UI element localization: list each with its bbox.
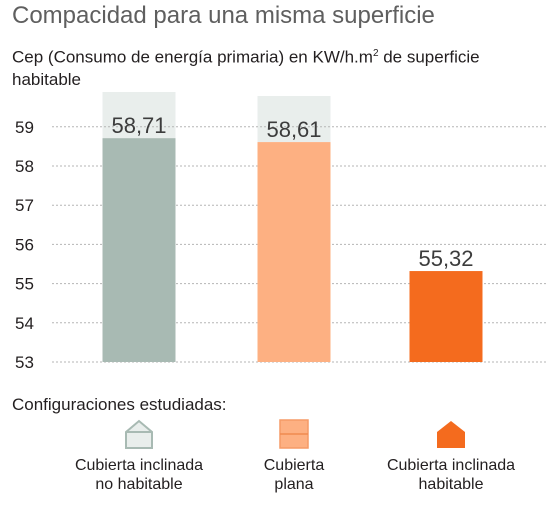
bar-chart: 53 54 55 56 57 58 59 58,71 58,61 55,32 [15,92,548,372]
y-tick-label: 53 [15,353,34,372]
legend-item-plana: Cubierta plana [209,418,379,494]
flat-roof-icon [279,419,309,449]
y-tick-label: 54 [15,314,34,333]
y-tick-label: 56 [15,235,34,254]
house-outline-icon [125,419,153,449]
legend-label: Cubierta inclinada no habitable [74,457,204,493]
legend-item-inclinada-no-habitable: Cubierta inclinada no habitable [54,418,224,494]
bar [257,142,331,362]
legend-label: Cubierta plana [263,457,325,493]
y-axis-label: Cep (Consumo de energía primaria) en KW/… [12,47,480,89]
legend-label: Cubierta inclinada habitable [386,457,516,493]
data-label: 58,61 [266,117,321,142]
y-tick-label: 55 [15,275,34,294]
chart-title: Compacidad para una misma superficie [12,2,435,29]
y-tick-label: 57 [15,196,34,215]
bar [409,271,483,362]
bar [102,138,176,362]
house-solid-icon [437,421,465,448]
legend-item-inclinada-habitable: Cubierta inclinada habitable [366,418,536,494]
y-tick-label: 58 [15,157,34,176]
data-label: 55,32 [418,246,473,271]
y-tick-label: 59 [15,118,34,137]
legend-title: Configuraciones estudiadas: [12,395,227,414]
value-label-background [102,92,176,139]
value-label-background [257,96,331,143]
data-label: 58,71 [111,113,166,138]
